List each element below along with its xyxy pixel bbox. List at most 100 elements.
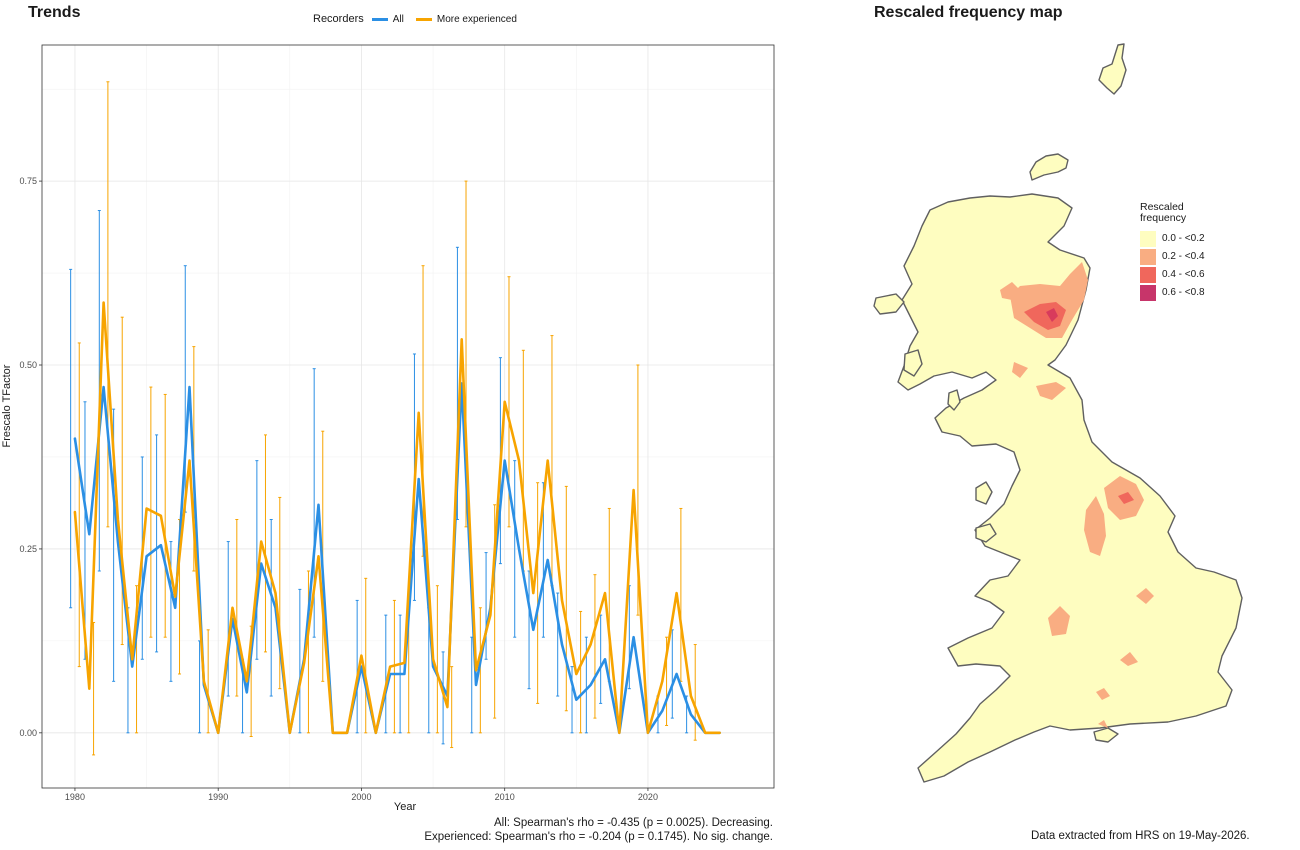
map-legend-swatch-2 — [1140, 266, 1156, 283]
error-bar — [478, 607, 482, 734]
error-bar — [693, 644, 697, 741]
error-bar — [226, 541, 230, 697]
band-south — [1120, 652, 1138, 666]
band-moray — [1000, 282, 1020, 300]
band-coast — [1098, 720, 1108, 728]
error-bar — [435, 585, 439, 734]
plot-background — [42, 45, 774, 788]
band-south-west — [1096, 688, 1110, 700]
map-arran — [947, 389, 961, 411]
error-bar — [579, 610, 583, 734]
y-tick-label: 0.75 — [19, 176, 37, 186]
gridlines — [42, 45, 774, 788]
map-title: Rescaled frequency map — [874, 4, 1063, 21]
x-tick-label: 1990 — [208, 792, 228, 802]
map-isle-of-wight — [1093, 727, 1119, 743]
band-perthshire — [1012, 362, 1028, 378]
band-aberdeenshire-peak — [1046, 308, 1058, 322]
error-bar — [263, 434, 267, 653]
frequency-map — [873, 43, 1243, 783]
y-tick-label: 0.00 — [19, 728, 37, 738]
legend-title: Recorders — [313, 13, 364, 25]
map-legend-row: 0.0 - <0.2 — [1140, 230, 1205, 247]
map-legend-row: 0.6 - <0.8 — [1140, 284, 1205, 301]
stats-experienced: Experienced: Spearman's rho = -0.204 (p … — [424, 831, 773, 843]
series-line-experienced — [73, 301, 721, 735]
error-bar — [593, 574, 597, 719]
map-orkney — [1029, 153, 1069, 181]
legend-label-experienced: More experienced — [436, 13, 517, 25]
error-bar — [306, 570, 310, 734]
band-midlands — [1048, 606, 1070, 636]
error-bar — [484, 552, 488, 660]
x-tick-label: 2020 — [638, 792, 658, 802]
map-legend-swatch-1 — [1140, 248, 1156, 265]
plot-panel — [42, 45, 774, 788]
error-bar — [570, 666, 574, 734]
band-pennines — [1084, 496, 1106, 556]
error-bar — [77, 342, 81, 668]
error-bar — [298, 588, 302, 734]
trends-legend: Recorders All More experienced — [313, 13, 523, 25]
map-legend: Rescaled frequency 0.0 - <0.2 0.2 - <0.4… — [1140, 202, 1205, 302]
series-lines — [73, 301, 721, 735]
map-legend-label-0: 0.0 - <0.2 — [1162, 233, 1205, 244]
error-bar — [269, 518, 273, 697]
error-bar — [278, 496, 282, 690]
error-bar — [255, 460, 259, 660]
frequency-overlays — [1000, 262, 1154, 728]
legend-item-all: All — [371, 13, 404, 25]
legend-label-all: All — [392, 13, 404, 25]
data-source-footer: Data extracted from HRS on 19-May-2026. — [1031, 830, 1250, 842]
series-line-all — [73, 382, 721, 735]
x-tick-label: 1980 — [65, 792, 85, 802]
axis-ticks: 0.00 0.25 0.50 0.75 1980 1990 2000 2010 2020 — [19, 44, 775, 802]
map-legend-swatch-3 — [1140, 284, 1156, 301]
map-anglesey — [975, 523, 997, 543]
legend-swatch-all — [371, 17, 388, 21]
band-lincolnshire — [1136, 588, 1154, 604]
map-legend-row: 0.4 - <0.6 — [1140, 266, 1205, 283]
y-tick-label: 0.25 — [19, 544, 37, 554]
error-bar — [441, 651, 445, 745]
legend-item-experienced: More experienced — [415, 13, 517, 25]
error-bar — [169, 541, 173, 682]
error-bar — [235, 518, 239, 697]
x-tick-label: 2000 — [351, 792, 371, 802]
y-axis-label: Frescalo TFactor — [1, 364, 13, 448]
error-bar — [556, 592, 560, 697]
map-mull — [873, 293, 905, 315]
band-aberdeenshire-core — [1024, 302, 1066, 330]
map-legend-label-2: 0.4 - <0.6 — [1162, 269, 1205, 280]
error-bar — [163, 393, 167, 638]
error-bar — [106, 81, 110, 528]
map-legend-label-3: 0.6 - <0.8 — [1162, 287, 1205, 298]
error-bar — [69, 268, 73, 609]
trends-chart: 0.00 0.25 0.50 0.75 1980 1990 2000 2010 2020 — [19, 44, 775, 802]
error-bar — [564, 485, 568, 712]
error-bar — [355, 599, 359, 734]
trend-statistics: All: Spearman's rho = -0.435 (p = 0.0025… — [424, 816, 773, 844]
error-bar — [384, 614, 388, 734]
map-legend-swatch-0 — [1140, 230, 1156, 247]
error-bar — [536, 482, 540, 704]
map-legend-row: 0.2 - <0.4 — [1140, 248, 1205, 265]
map-legend-title: Rescaled frequency — [1140, 201, 1187, 224]
x-axis-label: Year — [393, 801, 417, 813]
x-tick-label: 2010 — [495, 792, 515, 802]
error-bar — [450, 666, 454, 749]
y-tick-label: 0.50 — [19, 360, 37, 370]
error-bar — [364, 577, 368, 734]
trends-title: Trends — [28, 4, 81, 21]
band-fife — [1036, 382, 1066, 400]
legend-swatch-experienced — [415, 17, 432, 21]
error-bar — [155, 434, 159, 653]
band-yorkshire-core — [1118, 492, 1134, 504]
map-islay — [903, 349, 923, 377]
plot-border — [41, 44, 775, 789]
error-bar — [513, 460, 517, 638]
map-isle-of-man — [975, 481, 993, 505]
error-bar — [206, 629, 210, 734]
map-legend-label-1: 0.2 - <0.4 — [1162, 251, 1205, 262]
band-aberdeenshire — [1010, 262, 1088, 338]
